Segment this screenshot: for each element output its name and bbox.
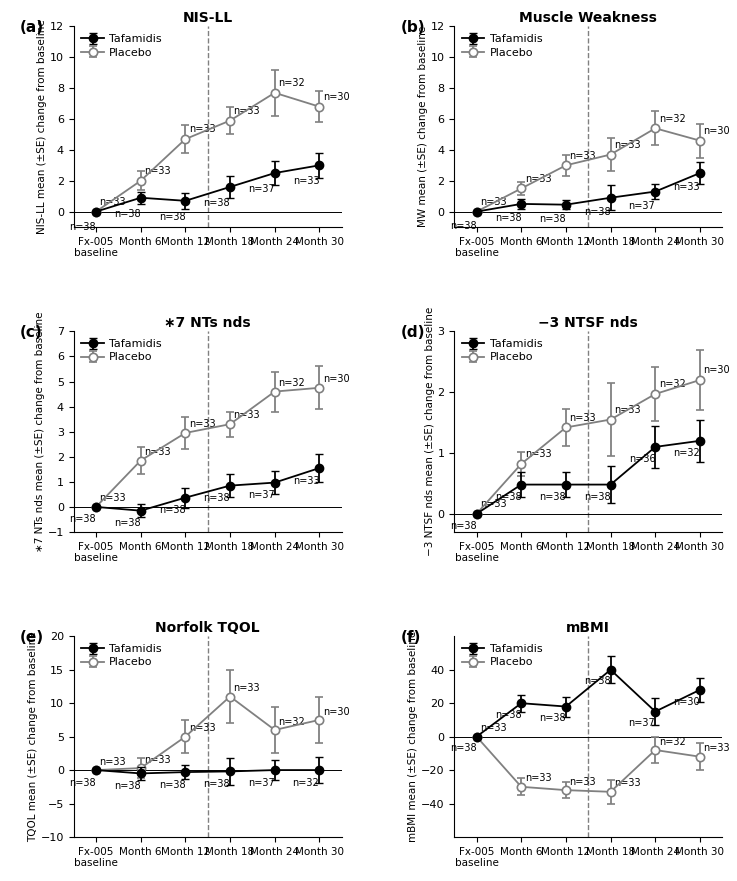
Legend: Tafamidis, Placebo: Tafamidis, Placebo	[80, 337, 164, 365]
Text: n=33: n=33	[570, 412, 596, 423]
Text: n=38: n=38	[203, 780, 230, 789]
Text: n=38: n=38	[539, 492, 566, 502]
Text: n=32: n=32	[659, 379, 685, 389]
Text: n=33: n=33	[144, 447, 171, 456]
Legend: Tafamidis, Placebo: Tafamidis, Placebo	[460, 642, 545, 670]
Text: n=33: n=33	[99, 197, 126, 207]
Text: n=33: n=33	[525, 774, 551, 783]
Text: n=33: n=33	[293, 476, 319, 485]
Text: n=30: n=30	[704, 126, 730, 136]
Text: n=38: n=38	[69, 222, 96, 233]
Text: n=30: n=30	[323, 92, 349, 102]
Text: (d): (d)	[401, 325, 425, 340]
Y-axis label: mBMI mean (±SE) change from baseline: mBMI mean (±SE) change from baseline	[408, 631, 419, 842]
Text: (a): (a)	[20, 20, 44, 35]
Text: n=32: n=32	[659, 114, 685, 123]
Text: n=38: n=38	[158, 780, 186, 790]
Text: n=38: n=38	[495, 492, 521, 502]
Text: n=38: n=38	[203, 197, 230, 208]
Title: ∗7 NTs nds: ∗7 NTs nds	[164, 316, 251, 330]
Text: n=32: n=32	[659, 737, 685, 747]
Text: n=38: n=38	[584, 492, 610, 502]
Text: n=33: n=33	[674, 182, 700, 192]
Title: Muscle Weakness: Muscle Weakness	[520, 11, 657, 26]
Text: (f): (f)	[401, 630, 421, 645]
Text: n=38: n=38	[203, 493, 230, 503]
Text: n=33: n=33	[704, 744, 730, 753]
Text: n=38: n=38	[114, 209, 141, 218]
Text: n=33: n=33	[525, 174, 551, 184]
Title: NIS-LL: NIS-LL	[183, 11, 233, 26]
Text: n=33: n=33	[189, 723, 215, 733]
Text: (e): (e)	[20, 630, 44, 645]
Legend: Tafamidis, Placebo: Tafamidis, Placebo	[460, 337, 545, 365]
Text: n=38: n=38	[539, 214, 566, 224]
Y-axis label: ∗7 NTs nds mean (±SE) change from baseline: ∗7 NTs nds mean (±SE) change from baseli…	[35, 312, 45, 552]
Text: n=33: n=33	[189, 124, 215, 135]
Text: n=38: n=38	[158, 505, 186, 515]
Text: n=38: n=38	[539, 714, 566, 723]
Text: n=33: n=33	[614, 779, 640, 788]
Text: n=33: n=33	[614, 140, 640, 150]
Text: n=37: n=37	[629, 718, 655, 729]
Text: n=38: n=38	[584, 677, 610, 686]
Y-axis label: TQOL mean (±SE) change from baseline: TQOL mean (±SE) change from baseline	[28, 632, 38, 842]
Text: (c): (c)	[20, 325, 43, 340]
Text: n=33: n=33	[144, 755, 171, 765]
Legend: Tafamidis, Placebo: Tafamidis, Placebo	[80, 642, 164, 670]
Text: n=33: n=33	[234, 683, 260, 693]
Text: n=38: n=38	[495, 213, 521, 223]
Y-axis label: MW mean (±SE) change from baseline: MW mean (±SE) change from baseline	[418, 26, 427, 227]
Legend: Tafamidis, Placebo: Tafamidis, Placebo	[460, 32, 545, 60]
Text: n=38: n=38	[69, 515, 96, 524]
Text: n=38: n=38	[114, 781, 141, 791]
Text: n=32: n=32	[673, 448, 700, 458]
Text: n=33: n=33	[481, 723, 507, 733]
Y-axis label: NIS-LL mean (±SE) change from baseline: NIS-LL mean (±SE) change from baseline	[37, 19, 47, 234]
Text: n=33: n=33	[570, 151, 596, 160]
Text: n=33: n=33	[614, 404, 640, 415]
Text: n=33: n=33	[481, 499, 507, 509]
Text: n=32: n=32	[279, 378, 305, 388]
Text: n=38: n=38	[584, 207, 610, 217]
Text: n=33: n=33	[189, 419, 215, 429]
Text: n=37: n=37	[629, 201, 655, 211]
Text: n=33: n=33	[144, 167, 171, 176]
Text: n=37: n=37	[248, 490, 275, 500]
Text: n=37: n=37	[248, 778, 275, 788]
Text: n=30: n=30	[704, 365, 730, 375]
Text: n=32: n=32	[279, 78, 305, 88]
Text: n=33: n=33	[525, 449, 551, 459]
Text: n=33: n=33	[234, 106, 260, 116]
Text: n=36: n=36	[629, 455, 655, 464]
Text: n=38: n=38	[114, 518, 141, 529]
Text: n=37: n=37	[248, 184, 275, 194]
Title: Norfolk TQOL: Norfolk TQOL	[156, 621, 260, 635]
Text: n=30: n=30	[323, 707, 349, 716]
Text: n=38: n=38	[450, 744, 477, 753]
Text: n=32: n=32	[279, 716, 305, 727]
Text: n=30: n=30	[323, 374, 349, 384]
Text: n=33: n=33	[570, 777, 596, 787]
Title: −3 NTSF nds: −3 NTSF nds	[539, 316, 638, 330]
Text: (b): (b)	[401, 20, 425, 35]
Text: n=38: n=38	[158, 211, 186, 222]
Text: n=33: n=33	[481, 197, 507, 207]
Text: n=30: n=30	[674, 697, 700, 707]
Text: n=33: n=33	[99, 493, 126, 503]
Text: n=38: n=38	[450, 221, 477, 231]
Y-axis label: −3 NTSF nds mean (±SE) change from baseline: −3 NTSF nds mean (±SE) change from basel…	[425, 307, 435, 556]
Text: n=33: n=33	[99, 757, 126, 766]
Title: mBMI: mBMI	[566, 621, 610, 635]
Legend: Tafamidis, Placebo: Tafamidis, Placebo	[80, 32, 164, 60]
Text: n=38: n=38	[450, 521, 477, 531]
Text: n=38: n=38	[495, 710, 521, 720]
Text: n=38: n=38	[69, 778, 96, 788]
Text: n=33: n=33	[234, 411, 260, 420]
Text: n=33: n=33	[293, 176, 319, 186]
Text: n=32: n=32	[293, 778, 319, 788]
